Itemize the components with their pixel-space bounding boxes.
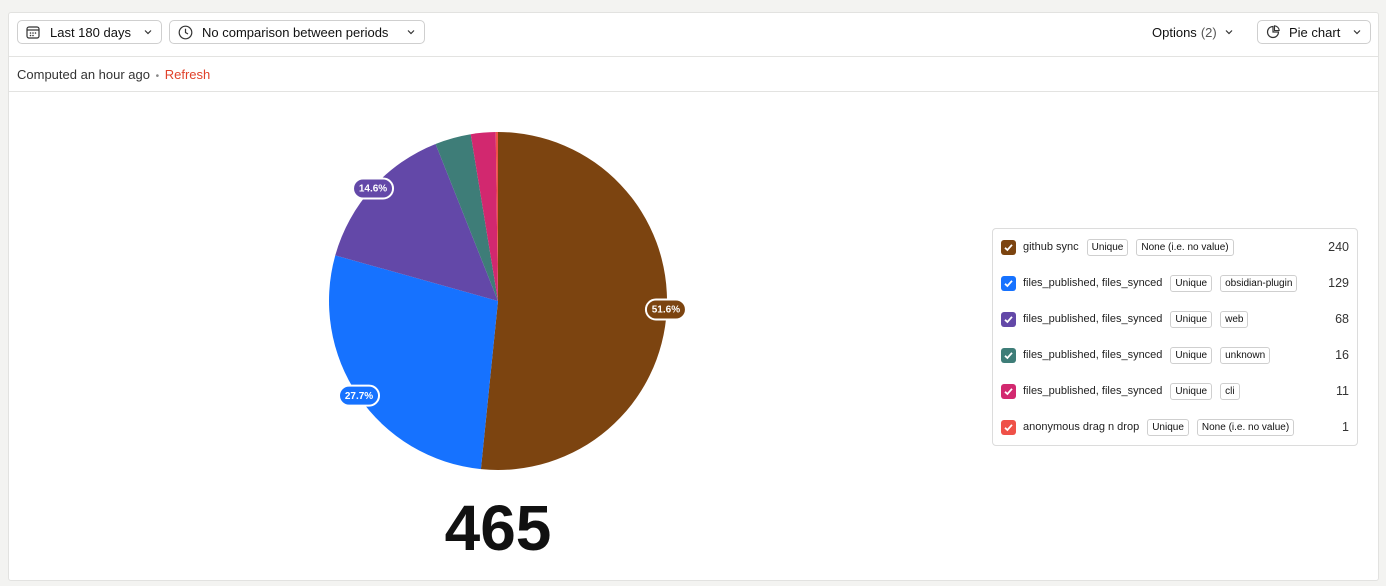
insight-panel: Last 180 days No comparison between peri… xyxy=(8,12,1379,581)
check-icon xyxy=(1004,423,1013,431)
legend-value: 240 xyxy=(1328,240,1349,254)
check-icon xyxy=(1004,351,1013,359)
chart-type-button[interactable]: Pie chart xyxy=(1257,20,1371,44)
legend: github sync Unique None (i.e. no value) 240… xyxy=(992,228,1358,446)
date-range-label: Last 180 days xyxy=(50,24,131,40)
chevron xyxy=(407,30,415,35)
breakdown-tag: Unique xyxy=(1170,274,1213,292)
breakdown-tag: cli xyxy=(1220,382,1240,400)
slice-label-pill xyxy=(338,384,381,407)
legend-checkbox[interactable] xyxy=(1001,311,1016,327)
slice-label-text: 27.7% xyxy=(345,391,373,402)
options-label: Options xyxy=(1152,24,1197,40)
legend-value: 16 xyxy=(1335,348,1349,362)
pie-slice xyxy=(480,132,667,470)
slice-label: 14.6% xyxy=(352,177,395,200)
pie-chart: 51.6% 27.7% 14.6% 465 xyxy=(328,132,687,564)
breakdown-tag: web xyxy=(1220,310,1249,328)
chevron xyxy=(1353,30,1361,35)
breakdown-tag: None (i.e. no value) xyxy=(1196,418,1295,436)
pie-slice xyxy=(335,143,498,301)
comparison-label: No comparison between periods xyxy=(202,24,389,40)
date-range-button[interactable]: Last 180 days xyxy=(17,20,162,44)
refresh-link[interactable]: Refresh xyxy=(164,67,211,82)
legend-name: files_published, files_synced xyxy=(1023,385,1163,397)
legend-value: 68 xyxy=(1335,312,1349,326)
legend-row: anonymous drag n drop Unique None (i.e. no… xyxy=(993,409,1357,445)
pie-icon xyxy=(1266,25,1280,39)
legend-row: files_published, files_synced Unique cli 11 xyxy=(993,373,1357,409)
check-icon xyxy=(1004,315,1013,323)
pie-slice xyxy=(328,255,498,470)
calendar-icon xyxy=(26,26,40,39)
breakdown-tag: Unique xyxy=(1086,238,1129,256)
legend-name: github sync xyxy=(1023,241,1079,253)
legend-checkbox[interactable] xyxy=(1001,239,1016,255)
divider xyxy=(9,91,1378,92)
breakdown-tag: Unique xyxy=(1170,382,1213,400)
legend-value: 129 xyxy=(1328,276,1349,290)
pie-slice xyxy=(495,132,498,301)
legend-row: files_published, files_synced Unique obsid… xyxy=(993,265,1357,301)
total-value: 465 xyxy=(445,492,552,564)
computed-text: Computed an hour ago xyxy=(17,67,150,82)
clock-icon xyxy=(178,25,193,39)
slice-label: 51.6% xyxy=(644,298,687,321)
separator: • xyxy=(155,71,160,82)
legend-checkbox[interactable] xyxy=(1001,383,1016,399)
pie-slice xyxy=(435,134,498,301)
comparison-button[interactable]: No comparison between periods xyxy=(169,20,425,44)
legend-row: files_published, files_synced Unique unkno… xyxy=(993,337,1357,373)
legend-name: files_published, files_synced xyxy=(1023,277,1163,289)
divider xyxy=(9,56,1378,57)
chart-type-label: Pie chart xyxy=(1289,24,1341,40)
chevron xyxy=(144,30,152,35)
options-count: (2) xyxy=(1200,24,1217,40)
breakdown-tag: None (i.e. no value) xyxy=(1136,238,1234,256)
legend-name: files_published, files_synced xyxy=(1023,349,1163,361)
legend-value: 11 xyxy=(1336,384,1349,398)
chevron xyxy=(1225,30,1233,35)
slice-label-pill xyxy=(644,298,687,321)
legend-name: anonymous drag n drop xyxy=(1023,421,1140,433)
slice-label-text: 51.6% xyxy=(652,305,680,316)
breakdown-tag: obsidian-plugin xyxy=(1220,274,1298,292)
legend-row: github sync Unique None (i.e. no value) 240 xyxy=(993,229,1357,265)
breakdown-tag: unknown xyxy=(1220,346,1271,364)
pie-slice xyxy=(470,132,498,301)
legend-value: 1 xyxy=(1342,420,1349,434)
slice-label-text: 14.6% xyxy=(359,184,387,195)
status-line: Computed an hour ago • Refresh xyxy=(17,67,210,82)
options-button[interactable]: Options (2) xyxy=(1143,20,1243,44)
legend-row: files_published, files_synced Unique web 68 xyxy=(993,301,1357,337)
legend-checkbox[interactable] xyxy=(1001,419,1016,435)
breakdown-tag: Unique xyxy=(1147,418,1189,436)
check-icon xyxy=(1004,279,1013,287)
breakdown-tag: Unique xyxy=(1170,310,1213,328)
slice-label-pill xyxy=(352,177,395,200)
legend-checkbox[interactable] xyxy=(1001,275,1016,291)
breakdown-tag: Unique xyxy=(1170,346,1213,364)
check-icon xyxy=(1004,387,1013,395)
legend-checkbox[interactable] xyxy=(1001,347,1016,363)
slice-label: 27.7% xyxy=(338,384,381,407)
legend-name: files_published, files_synced xyxy=(1023,313,1163,325)
check-icon xyxy=(1004,243,1013,251)
